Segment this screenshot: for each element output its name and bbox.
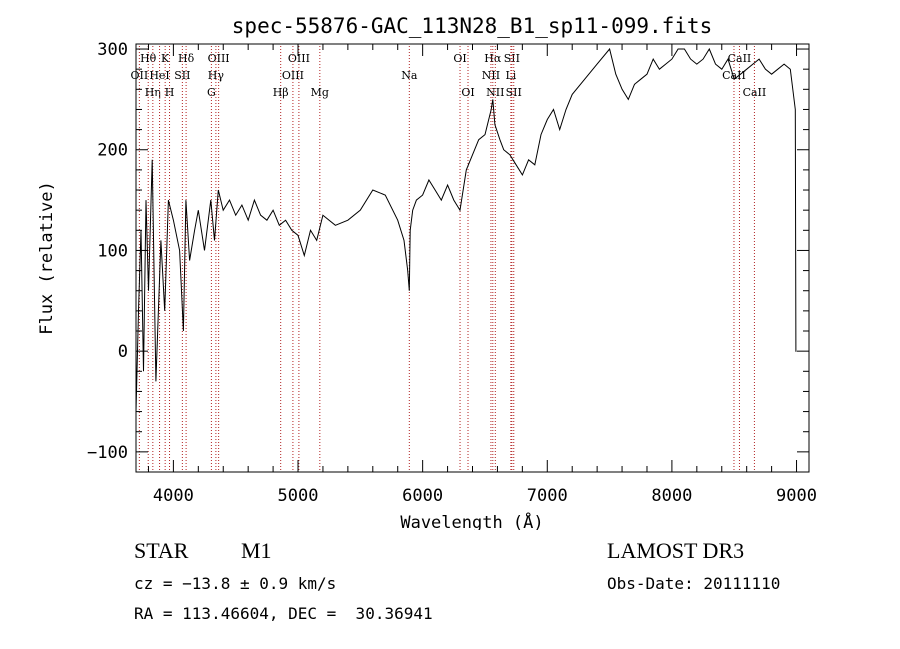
line-label: NII [482, 69, 500, 82]
line-label: OI [461, 86, 474, 99]
x-tick-label: 5000 [278, 486, 319, 506]
x-tick-label: 9000 [776, 486, 817, 506]
y-tick-label: 200 [97, 141, 128, 161]
line-label: HeI [149, 69, 169, 82]
line-label: Mg [311, 86, 329, 99]
x-tick-label: 8000 [651, 486, 692, 506]
line-label: OIII [288, 52, 310, 65]
line-label: NII [486, 86, 504, 99]
line-label: OI [453, 52, 466, 65]
line-label: SII [504, 52, 520, 65]
y-axis-label: Flux (relative) [37, 181, 57, 335]
line-label: Hγ [208, 69, 225, 82]
y-axis: −100 0 100 200 300 [87, 40, 809, 463]
y-tick-label: 100 [97, 241, 128, 261]
spectrum-chart: spec-55876-GAC_113N28_B1_sp11-099.fits H… [37, 14, 817, 530]
line-label: G [207, 86, 216, 99]
line-label: H [165, 86, 175, 99]
line-label: OIII [208, 52, 230, 65]
line-label: OII [131, 69, 149, 82]
line-label: Hα [484, 52, 502, 65]
line-label: SII [506, 86, 522, 99]
line-label: CaII [722, 69, 746, 82]
spectral-line-markers: Hθ OII Hη K HeI H Hδ SII OIII Hγ G OIII OIII Hβ Mg Na OI… [131, 46, 767, 472]
line-label: Hθ [140, 52, 157, 65]
spectrum-line [135, 47, 797, 412]
x-axis-label: Wavelength (Å) [400, 511, 543, 530]
plot-frame [135, 43, 810, 473]
chart-title: spec-55876-GAC_113N28_B1_sp11-099.fits [232, 14, 712, 38]
object-subclass: M1 [241, 538, 272, 563]
x-tick-label: 6000 [402, 486, 443, 506]
line-label: CaII [728, 52, 752, 65]
y-tick-label: −100 [87, 443, 128, 463]
object-class: STAR [134, 538, 189, 563]
x-axis: 4000 5000 6000 7000 8000 9000 [147, 44, 817, 506]
line-label: Li [505, 69, 516, 82]
observation-date: Obs-Date: 20111110 [607, 574, 781, 593]
y-tick-label: 300 [97, 40, 128, 60]
x-tick-label: 7000 [527, 486, 568, 506]
line-label: Hδ [178, 52, 195, 65]
line-label: Hβ [273, 86, 289, 99]
line-label: SII [174, 69, 190, 82]
line-label: Hη [145, 86, 161, 99]
line-label: OIII [282, 69, 304, 82]
y-tick-label: 0 [118, 342, 128, 362]
ra-dec-coordinates: RA = 113.46604, DEC = 30.36941 [134, 604, 433, 623]
survey-name: LAMOST DR3 [607, 538, 745, 563]
line-label: K [161, 52, 170, 65]
line-label: CaII [743, 86, 767, 99]
line-label: Na [401, 69, 418, 82]
redshift-velocity: cz = −13.8 ± 0.9 km/s [134, 574, 337, 593]
x-tick-label: 4000 [153, 486, 194, 506]
